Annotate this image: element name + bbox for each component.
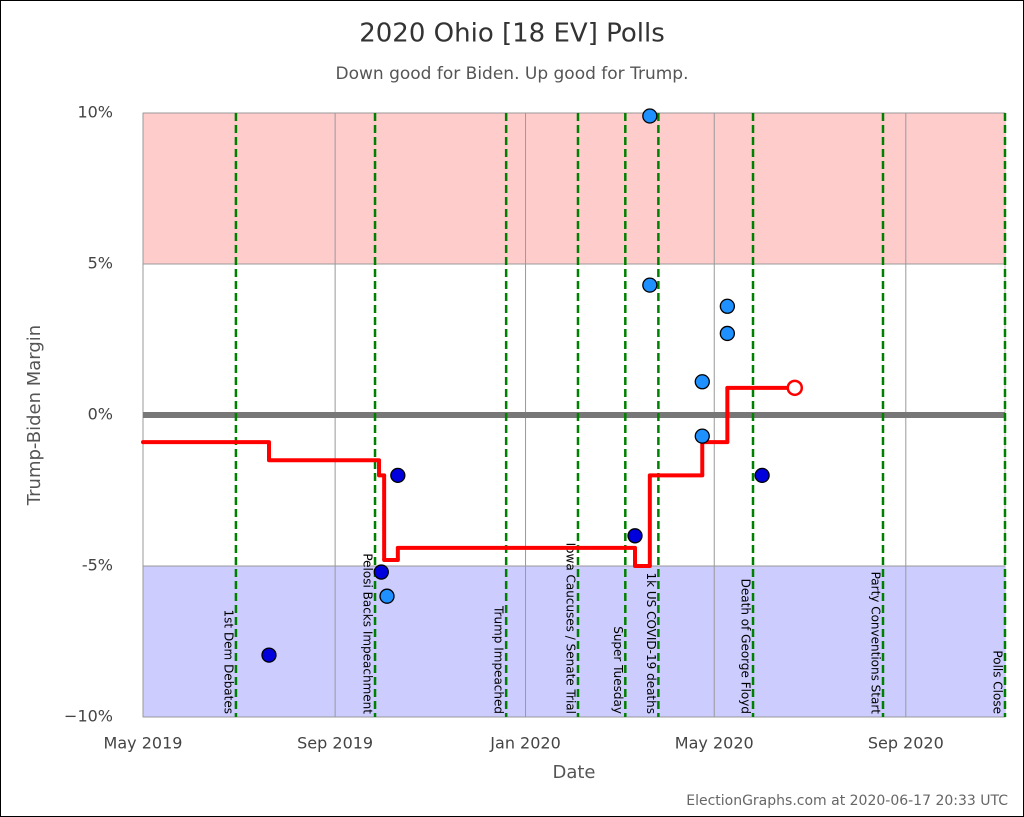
band bbox=[143, 113, 1005, 264]
event-label: Death of George Floyd bbox=[739, 579, 753, 714]
poll-point bbox=[627, 528, 643, 544]
average-end bbox=[786, 379, 804, 397]
chart-subtitle: Down good for Biden. Up good for Trump. bbox=[336, 64, 689, 84]
poll-point bbox=[719, 325, 736, 342]
x-tick-label: Jan 2020 bbox=[489, 734, 560, 753]
poll-point bbox=[642, 108, 658, 124]
y-tick-label: −10% bbox=[64, 707, 113, 726]
x-tick-label: Sep 2019 bbox=[297, 734, 373, 753]
x-tick-label: May 2020 bbox=[675, 734, 754, 753]
event-label: Polls Close bbox=[991, 650, 1005, 714]
event-label: Pelosi Backs Impeachment bbox=[361, 553, 375, 714]
poll-point bbox=[379, 588, 395, 604]
poll-point bbox=[261, 647, 277, 663]
y-tick-label: 10% bbox=[77, 103, 113, 122]
chart-title: 2020 Ohio [18 EV] Polls bbox=[359, 19, 665, 49]
poll-point bbox=[390, 467, 406, 484]
poll-point bbox=[719, 298, 736, 314]
event-label: Super Tuesday bbox=[611, 626, 625, 714]
y-tick-label: 5% bbox=[88, 254, 113, 273]
event-label: Trump Impeached bbox=[492, 605, 506, 714]
band bbox=[143, 566, 1005, 717]
event-label: 1k US COVID-19 deaths bbox=[644, 572, 658, 714]
poll-point bbox=[694, 374, 710, 390]
x-tick-label: May 2019 bbox=[104, 734, 183, 753]
y-tick-label: 0% bbox=[88, 405, 113, 424]
y-axis-label: Trump-Biden Margin bbox=[24, 325, 45, 506]
poll-point bbox=[642, 277, 658, 293]
x-axis-label: Date bbox=[552, 762, 595, 783]
poll-point bbox=[373, 564, 389, 580]
poll-point bbox=[694, 428, 710, 444]
footer: ElectionGraphs.com at 2020-06-17 20:33 U… bbox=[686, 793, 1008, 809]
poll-point bbox=[754, 467, 770, 484]
event-label: Party Conventions Start bbox=[868, 572, 882, 715]
x-tick-label: Sep 2020 bbox=[868, 734, 944, 753]
event-label: Iowa Caucuses / Senate Trial bbox=[563, 543, 577, 714]
y-tick-label: -5% bbox=[82, 556, 113, 575]
event-label: 1st Dem Debates bbox=[221, 610, 235, 714]
